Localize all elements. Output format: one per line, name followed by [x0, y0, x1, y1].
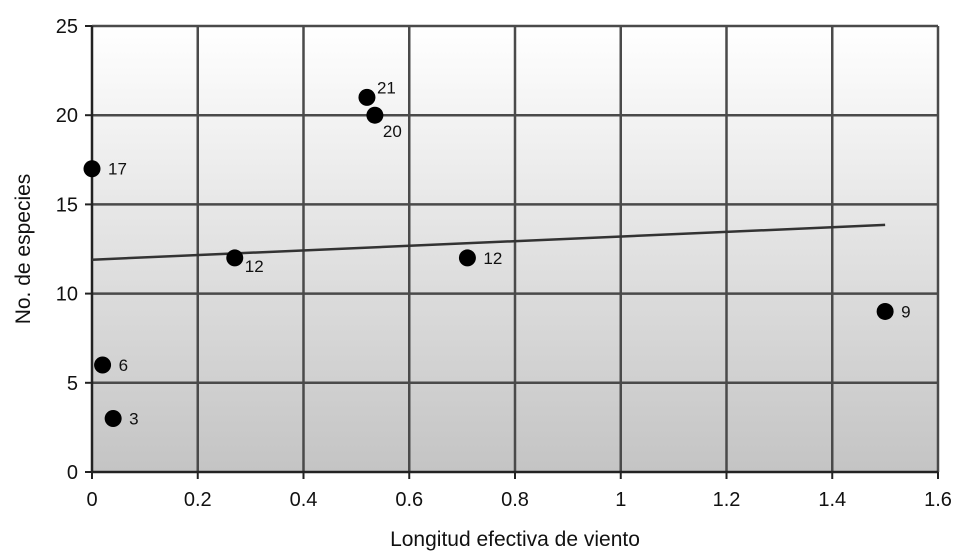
x-axis-title: Longitud efectiva de viento: [390, 528, 640, 551]
data-point: [358, 88, 376, 106]
x-tick-labels: 0 0.2 0.4 0.6 0.8 1 1.2 1.4 1.6: [86, 489, 951, 511]
data-point: [94, 356, 112, 374]
y-tick-label: 15: [56, 194, 78, 216]
y-tick-label: 20: [56, 105, 78, 127]
data-label: 9: [901, 302, 910, 321]
trendline-group: [91, 223, 886, 261]
data-label: 6: [119, 356, 128, 375]
gridlines: [92, 24, 940, 472]
data-label: 17: [108, 160, 127, 179]
axes: [85, 25, 939, 479]
data-point: [83, 160, 101, 178]
x-tick-label: 0.6: [395, 489, 423, 511]
data-points: 17 6 3 12 21 20 12 9: [83, 78, 911, 428]
y-tick-labels: 0 5 10 15 20 25: [56, 16, 78, 484]
y-tick-label: 10: [56, 284, 78, 306]
y-axis-title: No. de especies: [12, 174, 35, 325]
data-label: 12: [245, 257, 264, 276]
data-label: 3: [129, 409, 138, 428]
x-tick-label: 0.4: [290, 489, 318, 511]
data-label: 20: [383, 122, 402, 141]
data-point: [458, 249, 476, 267]
data-point: [226, 249, 244, 267]
x-tick-label: 1: [615, 489, 626, 511]
x-tick-label: 1.4: [818, 489, 846, 511]
x-tick-label: 0.8: [501, 489, 529, 511]
y-tick-label: 0: [67, 462, 78, 484]
x-tick-label: 1.2: [713, 489, 741, 511]
x-tick-label: 1.6: [924, 489, 952, 511]
data-label: 21: [377, 78, 396, 97]
y-tick-label: 5: [67, 373, 78, 395]
x-tick-label: 0.2: [184, 489, 212, 511]
data-point: [366, 106, 384, 124]
data-point: [104, 409, 122, 427]
data-label: 12: [483, 249, 502, 268]
x-tick-label: 0: [86, 489, 97, 511]
y-tick-label: 25: [56, 16, 78, 38]
data-point: [876, 302, 894, 320]
trendline: [91, 223, 886, 261]
